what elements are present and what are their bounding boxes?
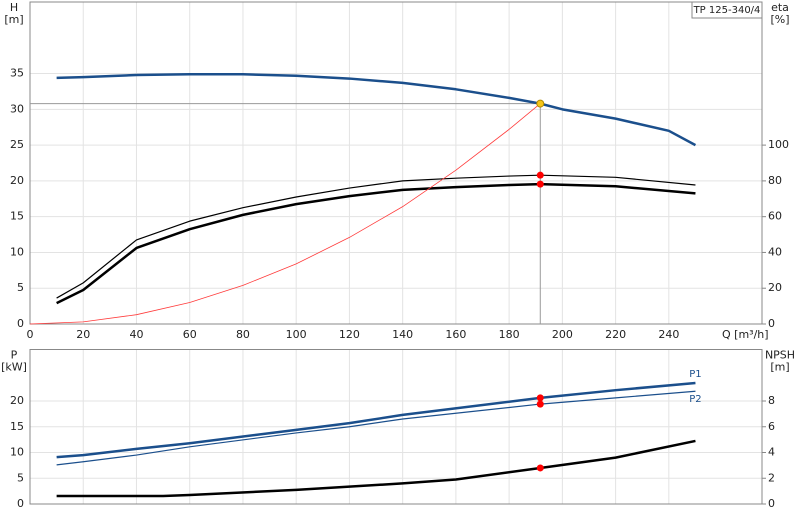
curve — [56, 73, 697, 147]
curve — [29, 103, 541, 325]
curve — [56, 381, 696, 459]
x-tick-label: 180 — [499, 328, 520, 341]
x-tick-label: 140 — [392, 328, 413, 341]
y-tick-label: 20 — [10, 394, 24, 407]
chart-title: TP 125-340/4 — [693, 5, 761, 16]
y2-tick-label: 100 — [768, 138, 789, 151]
y-tick-label: 20 — [10, 174, 24, 187]
y2-axis-label: NPSH — [765, 349, 795, 362]
operating-point — [536, 400, 544, 408]
y2-tick-label: 8 — [768, 394, 775, 407]
y2-tick-label: 40 — [768, 245, 782, 258]
y2-tick-label: 80 — [768, 174, 782, 187]
y2-axis-label: eta — [771, 1, 789, 14]
y2-axis-unit: [m] — [770, 361, 789, 374]
plot-frame — [29, 349, 763, 505]
y-tick-label: 15 — [10, 210, 24, 223]
x-tick-label: 0 — [27, 328, 34, 341]
x-tick-label: 120 — [339, 328, 360, 341]
y-tick-label: 35 — [10, 67, 24, 80]
operating-point — [536, 99, 545, 108]
curve — [56, 182, 696, 305]
y2-tick-label: 0 — [768, 497, 775, 510]
y-tick-label: 30 — [10, 102, 24, 115]
y2-tick-label: 2 — [768, 471, 775, 484]
x-tick-label: 100 — [286, 328, 307, 341]
x-tick-label: 40 — [129, 328, 143, 341]
y-tick-label: 5 — [17, 471, 24, 484]
curve — [56, 390, 696, 466]
y-tick-label: 0 — [17, 497, 24, 510]
series-label: P2 — [689, 394, 701, 405]
y2-axis-unit: [%] — [770, 13, 789, 26]
x-tick-label: 80 — [236, 328, 250, 341]
y-axis-unit: [m] — [4, 13, 23, 26]
x-tick-label: 240 — [658, 328, 679, 341]
y-tick-label: 5 — [17, 281, 24, 294]
x-tick-label: 200 — [552, 328, 573, 341]
plot-frame — [29, 1, 763, 325]
operating-point — [536, 171, 544, 179]
title-box — [691, 1, 763, 19]
y2-tick-label: 60 — [768, 210, 782, 223]
x-tick-label: 20 — [76, 328, 90, 341]
y2-tick-label: 4 — [768, 446, 775, 459]
operating-point — [536, 394, 544, 402]
y-axis-unit: [kW] — [1, 361, 27, 374]
operating-point — [536, 180, 544, 188]
y-tick-label: 15 — [10, 420, 24, 433]
x-tick-label: 60 — [183, 328, 197, 341]
y2-tick-label: 6 — [768, 420, 775, 433]
series-label: P1 — [689, 369, 701, 380]
y-tick-label: 25 — [10, 138, 24, 151]
x-tick-label: 160 — [445, 328, 466, 341]
y-tick-label: 10 — [10, 245, 24, 258]
y2-tick-label: 20 — [768, 281, 782, 294]
curve — [56, 439, 696, 498]
y-tick-label: 10 — [10, 446, 24, 459]
x-axis-label: Q [m³/h] — [722, 328, 769, 341]
y2-tick-label: 0 — [768, 317, 775, 330]
y-axis-label: P — [11, 349, 18, 362]
x-tick-label: 220 — [605, 328, 626, 341]
operating-point — [536, 464, 544, 472]
y-axis-label: H — [10, 1, 18, 14]
y-tick-label: 0 — [17, 317, 24, 330]
